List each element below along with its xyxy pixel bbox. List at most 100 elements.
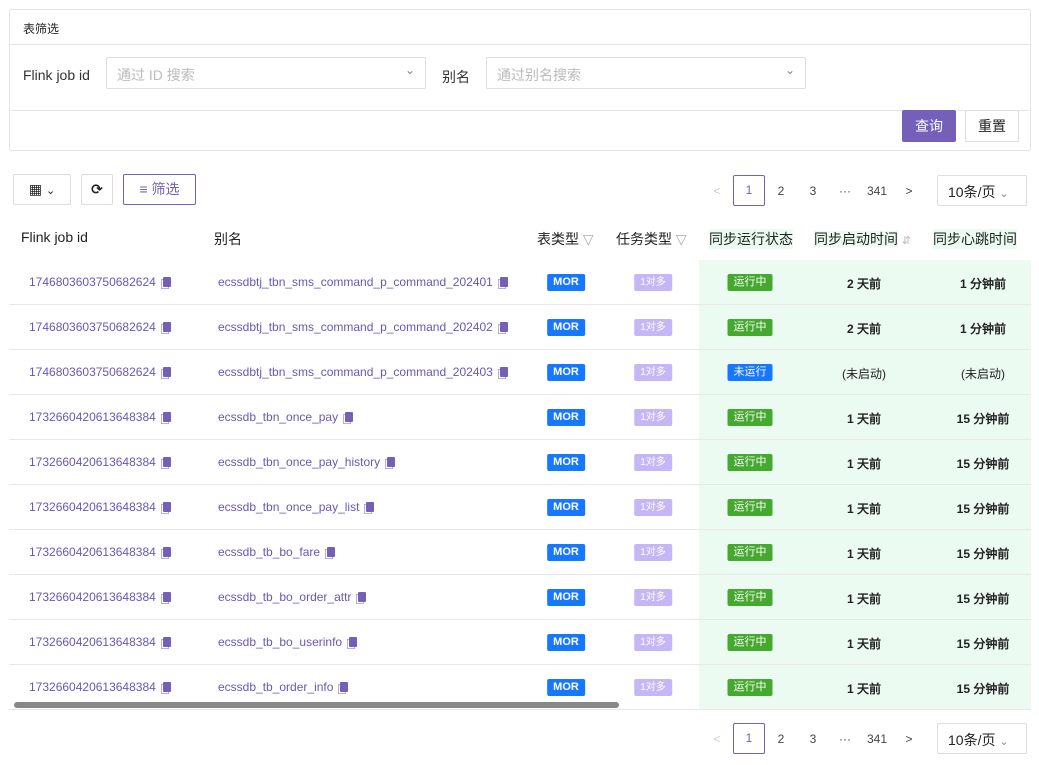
col-table-type[interactable]: 表类型 ▽ [537, 229, 594, 249]
alias-link[interactable]: ecssdbtj_tbn_sms_command_p_command_20240… [218, 275, 508, 289]
alias-link[interactable]: ecssdb_tbn_once_pay_list [218, 500, 375, 514]
job-id-link[interactable]: 1746803603750682624 [29, 320, 171, 334]
copy-icon[interactable] [162, 547, 171, 557]
table-row: 1732660420613648384 ecssdb_tbn_once_pay_… [9, 440, 1031, 485]
copy-icon[interactable] [499, 367, 508, 377]
filter-icon[interactable]: ▽ [675, 231, 687, 247]
prev-page-icon[interactable]: < [713, 731, 721, 746]
page-2[interactable]: 2 [777, 183, 785, 198]
job-id-text: 1746803603750682624 [29, 365, 156, 379]
job-id-text: 1732660420613648384 [29, 635, 156, 649]
table-type-badge: MOR [547, 499, 585, 516]
alias-link[interactable]: ecssdb_tb_order_info [218, 680, 349, 694]
page-3[interactable]: 3 [809, 731, 817, 746]
copy-icon[interactable] [162, 457, 171, 467]
filter-lines-icon: ≡ [139, 181, 148, 197]
job-id-link[interactable]: 1746803603750682624 [29, 275, 171, 289]
copy-icon[interactable] [358, 592, 367, 602]
copy-icon[interactable] [349, 637, 358, 647]
column-settings-button[interactable]: ▦ ⌄ [13, 174, 71, 205]
page-341[interactable]: 341 [866, 183, 888, 198]
reset-button[interactable]: 重置 [965, 110, 1019, 142]
prev-page-icon[interactable]: < [713, 183, 721, 198]
alias-link[interactable]: ecssdb_tb_bo_userinfo [218, 635, 358, 649]
copy-icon[interactable] [387, 457, 396, 467]
status-badge: 运行中 [727, 454, 773, 471]
job-id-link[interactable]: 1732660420613648384 [29, 410, 171, 424]
refresh-button[interactable]: ⟳ [81, 174, 113, 205]
job-id-link[interactable]: 1732660420613648384 [29, 590, 171, 604]
job-id-link[interactable]: 1732660420613648384 [29, 680, 171, 694]
copy-icon[interactable] [162, 322, 171, 332]
alias-link[interactable]: ecssdbtj_tbn_sms_command_p_command_20240… [218, 320, 508, 334]
page-size-select[interactable]: 10条/页 ⌄ [937, 723, 1027, 754]
copy-icon[interactable] [162, 277, 171, 287]
chevron-down-icon: ⌄ [784, 63, 795, 77]
job-id-link[interactable]: 1732660420613648384 [29, 500, 171, 514]
job-id-link[interactable]: 1732660420613648384 [29, 545, 171, 559]
page-size-value: 10条/页 [948, 732, 996, 748]
page-2[interactable]: 2 [777, 731, 785, 746]
job-id-link[interactable]: 1732660420613648384 [29, 455, 171, 469]
status-badge: 运行中 [727, 544, 773, 561]
col-table-type-label: 表类型 [537, 231, 579, 247]
alias-text: ecssdb_tbn_once_pay_history [218, 455, 381, 469]
filter-button-label: 筛选 [151, 181, 180, 197]
copy-icon[interactable] [340, 682, 349, 692]
copy-icon[interactable] [162, 502, 171, 512]
copy-icon[interactable] [162, 637, 171, 647]
alias-text: ecssdbtj_tbn_sms_command_p_command_20240… [218, 275, 493, 289]
status-badge: 运行中 [727, 679, 773, 696]
table-row: 1732660420613648384 ecssdb_tb_order_info… [9, 665, 1031, 710]
horizontal-scrollbar[interactable] [14, 702, 619, 708]
table-type-badge: MOR [547, 544, 585, 561]
page-3[interactable]: 3 [809, 183, 817, 198]
query-button[interactable]: 查询 [902, 110, 956, 142]
alias-select[interactable]: 通过别名搜索 ⌄ [486, 57, 806, 89]
page-1[interactable]: 1 [733, 175, 765, 206]
filter-button[interactable]: ≡ 筛选 [123, 174, 196, 205]
task-type-badge: 1对多 [634, 274, 672, 291]
alias-link[interactable]: ecssdb_tbn_once_pay_history [218, 455, 396, 469]
copy-icon[interactable] [327, 547, 336, 557]
alias-link[interactable]: ecssdb_tb_bo_fare [218, 545, 336, 559]
task-type-badge: 1对多 [634, 589, 672, 606]
page-size-select[interactable]: 10条/页 ⌄ [937, 175, 1027, 206]
status-badge: 运行中 [727, 499, 773, 516]
page-size-value: 10条/页 [948, 184, 996, 200]
chevron-down-icon: ⌄ [45, 185, 56, 197]
job-id-select[interactable]: 通过 ID 搜索 ⌄ [106, 57, 426, 89]
copy-icon[interactable] [162, 367, 171, 377]
alias-link[interactable]: ecssdb_tb_bo_order_attr [218, 590, 367, 604]
alias-link[interactable]: ecssdb_tbn_once_pay [218, 410, 354, 424]
table-type-badge: MOR [547, 454, 585, 471]
chevron-down-icon: ⌄ [999, 736, 1009, 748]
col-start-time[interactable]: 同步启动时间 ⇵ [814, 229, 911, 249]
pagination-bottom: < 1 2 3 ··· 341 > [701, 723, 925, 754]
copy-icon[interactable] [499, 277, 508, 287]
page-341[interactable]: 341 [866, 731, 888, 746]
sort-icon[interactable]: ⇵ [901, 235, 912, 247]
page-ellipsis[interactable]: ··· [839, 731, 851, 746]
copy-icon[interactable] [162, 412, 171, 422]
filter-icon[interactable]: ▽ [582, 231, 594, 247]
page-1[interactable]: 1 [733, 723, 765, 754]
refresh-icon: ⟳ [91, 181, 103, 197]
copy-icon[interactable] [162, 682, 171, 692]
next-page-icon[interactable]: > [905, 731, 913, 746]
job-id-link[interactable]: 1746803603750682624 [29, 365, 171, 379]
col-alias: 别名 [214, 231, 242, 247]
col-task-type[interactable]: 任务类型 ▽ [616, 229, 687, 249]
copy-icon[interactable] [162, 592, 171, 602]
next-page-icon[interactable]: > [905, 183, 913, 198]
copy-icon[interactable] [499, 322, 508, 332]
page-ellipsis[interactable]: ··· [839, 183, 851, 198]
job-id-link[interactable]: 1732660420613648384 [29, 635, 171, 649]
copy-icon[interactable] [345, 412, 354, 422]
alias-link[interactable]: ecssdbtj_tbn_sms_command_p_command_20240… [218, 365, 508, 379]
job-id-text: 1746803603750682624 [29, 275, 156, 289]
job-id-text: 1732660420613648384 [29, 680, 156, 694]
copy-icon[interactable] [366, 502, 375, 512]
task-type-badge: 1对多 [634, 364, 672, 381]
col-status: 同步运行状态 [709, 229, 793, 249]
